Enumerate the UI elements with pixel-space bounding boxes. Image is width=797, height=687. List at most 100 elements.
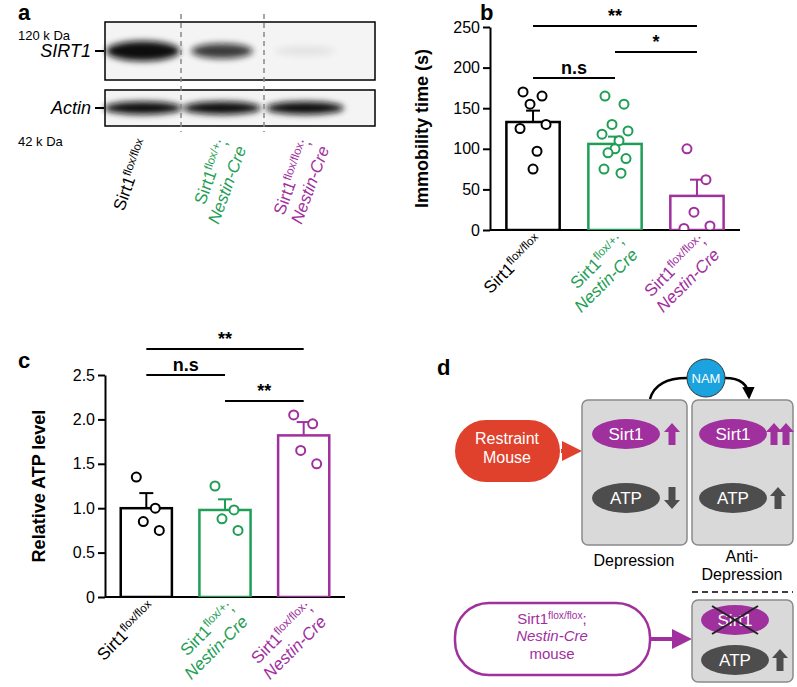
separator: ;	[693, 231, 710, 248]
separator: ;	[221, 598, 238, 615]
figure: aSIRT1120 k DaActin42 k DaSirt1flox/flox…	[0, 0, 797, 687]
y-tick-mark	[98, 597, 105, 599]
allele: flox/flox	[548, 610, 583, 621]
level-arrow	[766, 423, 782, 445]
panel-c: c00.51.01.52.02.5Relative ATP levelSirt1…	[18, 329, 345, 683]
panel-d: dRestraintMouseSirt1ATPDepressionNAMSirt…	[437, 355, 794, 682]
driver: Nestin-Cre	[259, 612, 330, 683]
data-point	[132, 473, 141, 482]
blot-membrane	[105, 22, 375, 80]
panel-label: b	[480, 0, 493, 25]
error-bar-cap	[526, 110, 540, 112]
lane-divider	[263, 14, 265, 132]
error-bar-stem	[696, 180, 698, 196]
y-tick: 2.5	[73, 367, 105, 384]
state-label-line: Depression	[702, 566, 783, 583]
allele: flox/flox	[504, 231, 540, 267]
blot-band	[183, 102, 261, 115]
data-point	[701, 175, 710, 184]
bar	[121, 508, 172, 597]
significance-label: *	[652, 32, 659, 52]
y-tick: 250	[453, 19, 490, 36]
data-point	[516, 124, 525, 133]
plot-area	[121, 410, 330, 597]
significance-label: **	[257, 381, 271, 401]
level-arrow	[772, 649, 788, 671]
data-point	[529, 165, 538, 174]
state-label: Anti-Depression	[702, 548, 783, 583]
data-point	[151, 504, 160, 513]
allele: flox/flox	[281, 141, 306, 182]
metabolite-ellipse	[699, 483, 767, 513]
protein-label: Sirt1	[609, 425, 644, 444]
protein-ellipse	[592, 419, 660, 449]
data-point	[308, 419, 317, 428]
separator: ;	[295, 137, 314, 148]
divider	[692, 591, 793, 593]
knockout-node	[455, 603, 650, 675]
driver: Nestin-Cre	[571, 245, 642, 316]
state-box	[692, 400, 793, 545]
data-point	[526, 100, 535, 109]
plot-area	[506, 87, 723, 230]
gene: Sirt1	[110, 174, 140, 213]
flow-arrow	[561, 449, 578, 453]
target-name: SIRT1	[40, 41, 91, 61]
driver: Nestin-Cre	[653, 245, 724, 316]
allele: flox/+	[202, 141, 223, 172]
data-point	[211, 482, 220, 491]
y-tick-mark	[98, 552, 105, 554]
significance-label: n.s	[561, 58, 587, 78]
y-tick: 50	[462, 181, 490, 198]
state-box	[692, 600, 793, 682]
level-arrow	[664, 423, 680, 445]
stress-label: RestraintMouse	[475, 430, 540, 466]
blot-band	[106, 41, 180, 61]
significance-label: n.s	[173, 355, 199, 375]
blot-band	[275, 46, 335, 56]
separator: ;	[583, 610, 587, 627]
lane-label: Sirt1flox/flox;Nestin-Cre	[268, 137, 333, 227]
metabolite-label: ATP	[610, 489, 642, 508]
y-tick: 1.0	[73, 500, 105, 517]
allele: flox/flox	[121, 136, 146, 177]
y-axis-title: Relative ATP level	[29, 410, 49, 563]
error-bar-stem	[303, 422, 305, 435]
y-tick-label: 250	[453, 19, 480, 36]
data-point	[542, 120, 551, 129]
x-tick-label: Sirt1flox/flox	[479, 231, 546, 298]
y-tick-mark	[483, 108, 490, 110]
data-point	[289, 410, 298, 419]
data-point	[617, 169, 626, 178]
knockout-cross	[712, 606, 758, 634]
size-label: 42 k Da	[18, 134, 64, 149]
x-tick-label: Sirt1flox/+;Nestin-Cre	[556, 231, 641, 316]
data-point	[139, 517, 148, 526]
drug-node	[687, 359, 725, 397]
error-bar-stem	[224, 499, 226, 510]
flow-arrow	[651, 637, 688, 641]
panel-label: c	[18, 348, 30, 373]
y-axis-line	[490, 28, 492, 231]
level-arrow	[778, 423, 794, 445]
y-axis: 050100150200250	[453, 19, 490, 239]
y-tick-mark	[98, 375, 105, 377]
x-tick-label: Sirt1flox/flox	[93, 598, 160, 665]
error-bar	[526, 111, 540, 122]
data-point	[218, 514, 227, 523]
data-point	[705, 221, 714, 230]
gene: Sirt1	[517, 610, 548, 627]
error-bar-cap	[218, 498, 232, 500]
protein-ellipse	[701, 605, 769, 635]
y-tick: 0	[86, 589, 105, 606]
y-tick-mark	[98, 419, 105, 421]
y-tick: 0.5	[73, 544, 105, 561]
x-tick-label: Sirt1flox/+;Nestin-Cre	[166, 598, 251, 683]
data-point	[538, 92, 547, 101]
data-point	[296, 446, 305, 455]
drug-arrow	[725, 378, 749, 397]
driver: Nestin-Cre	[181, 612, 252, 683]
driver: Nestin-Cre	[287, 144, 333, 227]
y-tick-label: 150	[453, 100, 480, 117]
y-tick-mark	[483, 67, 490, 69]
